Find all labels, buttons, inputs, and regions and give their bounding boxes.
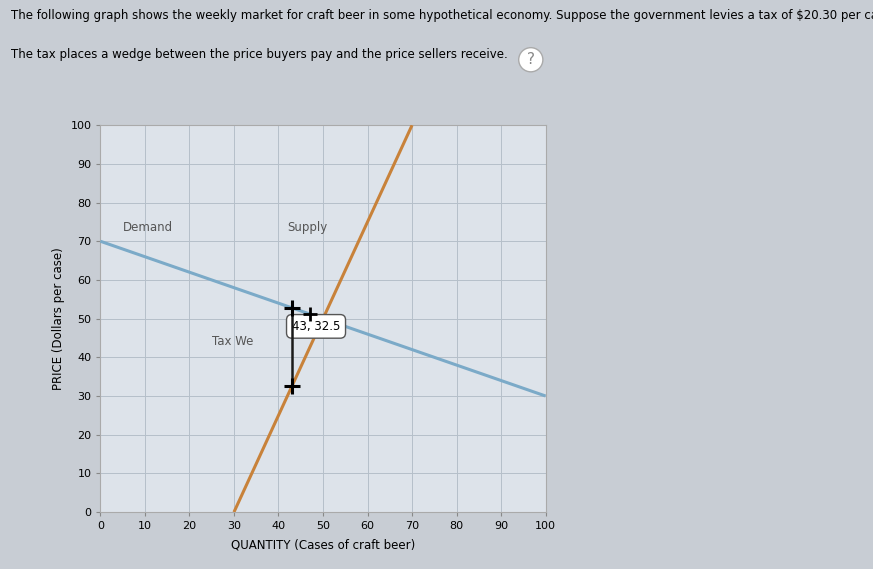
- Text: 43, 32.5: 43, 32.5: [292, 320, 340, 333]
- Y-axis label: PRICE (Dollars per case): PRICE (Dollars per case): [52, 248, 65, 390]
- X-axis label: QUANTITY (Cases of craft beer): QUANTITY (Cases of craft beer): [230, 538, 416, 551]
- Text: Demand: Demand: [122, 221, 173, 233]
- Text: The tax places a wedge between the price buyers pay and the price sellers receiv: The tax places a wedge between the price…: [11, 48, 508, 61]
- Text: The following graph shows the weekly market for craft beer in some hypothetical : The following graph shows the weekly mar…: [11, 9, 873, 22]
- Text: ?: ?: [526, 52, 535, 67]
- Text: Tax We: Tax We: [212, 335, 253, 348]
- Text: Supply: Supply: [287, 221, 327, 233]
